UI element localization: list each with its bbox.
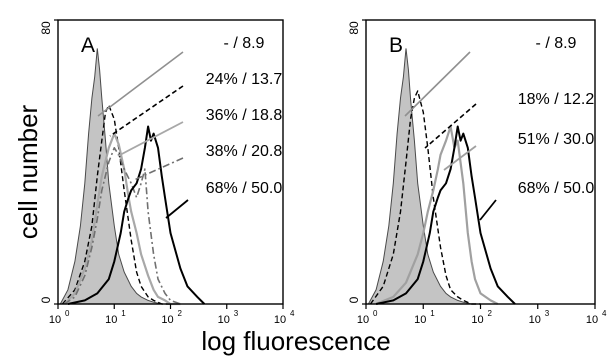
x-tick-exponent: 1 <box>430 309 435 318</box>
histogram-line-b-3 <box>375 125 516 305</box>
x-tick-label: 10 <box>471 314 483 326</box>
x-tick-exponent: 3 <box>234 309 239 318</box>
annotation-label: 18% / 12.2 <box>518 91 595 108</box>
histogram-line-a-2 <box>63 132 181 306</box>
panel-letter-a: A <box>81 34 95 57</box>
annotation-label: - / 8.9 <box>536 35 577 52</box>
y-axis-label: cell number <box>13 104 43 239</box>
annotation-label: 68% / 50.0 <box>518 180 595 197</box>
annotation-leader-line <box>133 157 184 181</box>
annotation-label: - / 8.9 <box>224 35 265 52</box>
x-tick-exponent: 1 <box>121 309 126 318</box>
annotation-label: 38% / 20.8 <box>206 143 283 160</box>
annotation-leader-line <box>443 145 477 171</box>
histogram-fill-b-0 <box>367 48 481 305</box>
x-tick-label: 10 <box>49 314 61 326</box>
histogram-line-b-1 <box>369 90 481 305</box>
x-tick-label: 10 <box>586 314 598 326</box>
annotation-leader-line <box>165 199 189 219</box>
annotation-leader-line <box>479 199 497 221</box>
panel-b: 10 0 10 1 10 2 10 3 10 4 0 80 B - / 8.9 18% / 12.2 51% … <box>347 19 607 326</box>
annotation-label: 24% / 13.7 <box>206 71 283 88</box>
x-tick-exponent: 0 <box>65 309 70 318</box>
annotation-leader-line <box>404 51 471 117</box>
x-tick-exponent: 2 <box>178 309 183 318</box>
histogram-line-b-2 <box>375 125 499 306</box>
annotation-label: 68% / 50.0 <box>206 180 283 197</box>
y-tick-label: 80 <box>39 21 53 35</box>
x-tick-label: 10 <box>218 314 230 326</box>
x-tick-label: 10 <box>105 314 117 326</box>
y-tick-label: 0 <box>39 296 53 303</box>
x-tick-exponent: 2 <box>488 309 493 318</box>
x-tick-label: 10 <box>529 314 541 326</box>
x-tick-label: 10 <box>161 314 173 326</box>
x-tick-exponent: 4 <box>290 309 295 318</box>
annotation-leader-line <box>109 85 184 137</box>
histogram-fill-a-0 <box>59 48 171 305</box>
x-tick-exponent: 0 <box>373 309 378 318</box>
y-tick-label: 80 <box>347 21 361 35</box>
histogram-line-a-1 <box>61 104 171 305</box>
x-tick-exponent: 4 <box>602 309 607 318</box>
x-tick-label: 10 <box>414 314 426 326</box>
histogram-line-a-4 <box>67 125 206 305</box>
annotation-leader-line <box>117 121 184 157</box>
y-tick-label: 0 <box>347 296 361 303</box>
x-tick-exponent: 3 <box>545 309 550 318</box>
histogram-line-a-3 <box>63 147 181 305</box>
annotation-leader-line <box>97 51 184 117</box>
x-axis-label: log fluorescence <box>201 326 390 356</box>
annotation-label: 36% / 18.8 <box>206 107 283 124</box>
annotation-label: 51% / 30.0 <box>518 131 595 148</box>
panel-a: 10 0 10 1 10 2 10 3 10 4 0 80 A - / 8.9 24% / 13.7 36% … <box>39 19 295 326</box>
panel-letter-b: B <box>389 34 403 57</box>
annotation-leader-line <box>424 103 477 149</box>
x-tick-label: 10 <box>357 314 369 326</box>
x-tick-label: 10 <box>274 314 286 326</box>
